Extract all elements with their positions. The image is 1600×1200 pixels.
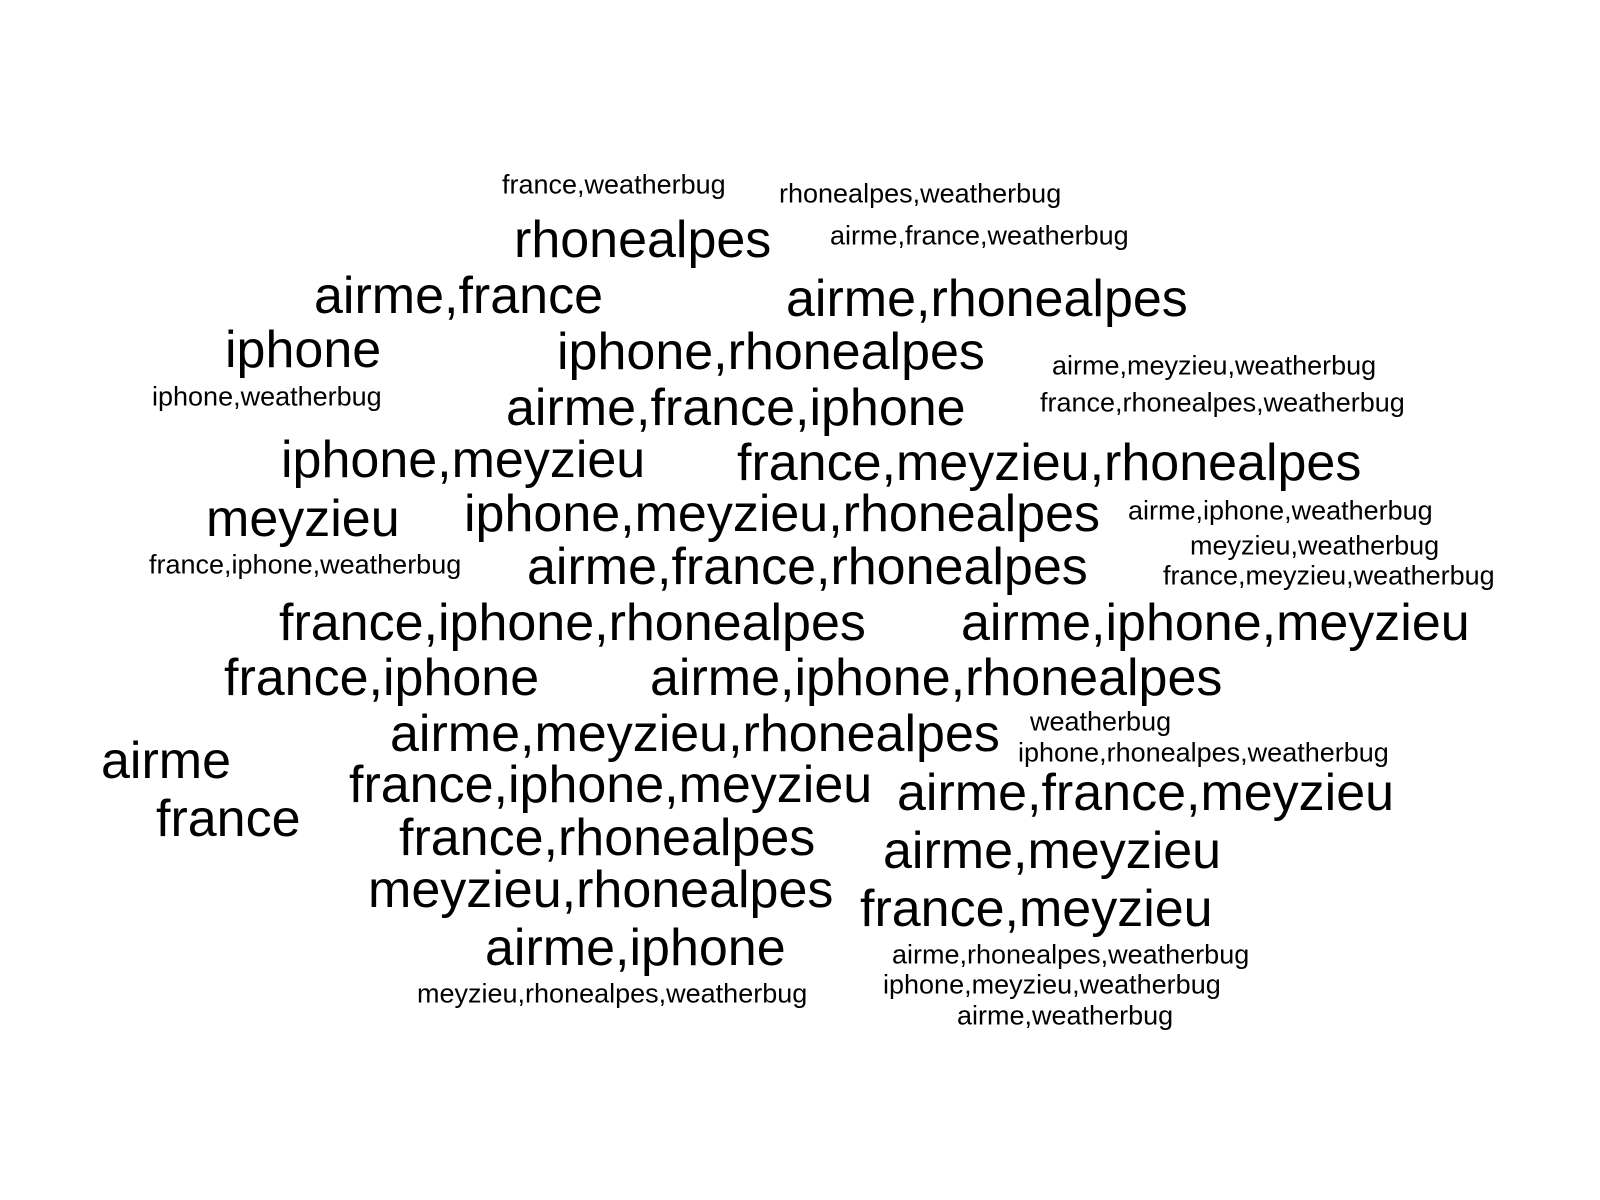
word: airme,iphone,meyzieu bbox=[961, 594, 1470, 652]
word: airme,france bbox=[314, 267, 603, 325]
word: meyzieu,rhonealpes bbox=[368, 861, 834, 919]
word: airme,france,weatherbug bbox=[830, 220, 1129, 251]
word: france,iphone,meyzieu bbox=[349, 756, 873, 814]
word: meyzieu,weatherbug bbox=[1190, 530, 1440, 561]
word: airme,france,meyzieu bbox=[897, 764, 1395, 822]
word: airme,rhonealpes bbox=[786, 270, 1188, 328]
word: france,iphone bbox=[224, 649, 540, 707]
word: rhonealpes,weatherbug bbox=[779, 178, 1062, 209]
word: france,rhonealpes bbox=[399, 809, 816, 867]
word: france,iphone,weatherbug bbox=[149, 549, 462, 580]
word: iphone,meyzieu,weatherbug bbox=[883, 969, 1221, 1000]
word: meyzieu,rhonealpes,weatherbug bbox=[417, 978, 808, 1009]
word: iphone,rhonealpes bbox=[557, 323, 985, 381]
word: france bbox=[156, 790, 301, 848]
word: airme,meyzieu,rhonealpes bbox=[390, 705, 1000, 763]
word: airme,weatherbug bbox=[957, 1000, 1174, 1031]
word: airme,meyzieu bbox=[883, 822, 1222, 880]
word: france,meyzieu,rhonealpes bbox=[737, 434, 1362, 492]
word: airme,iphone,weatherbug bbox=[1128, 495, 1433, 526]
word: iphone,meyzieu bbox=[281, 431, 646, 489]
word: iphone bbox=[225, 321, 382, 379]
word: france,meyzieu bbox=[860, 880, 1213, 938]
word: france,iphone,rhonealpes bbox=[279, 594, 866, 652]
word: meyzieu bbox=[206, 490, 400, 548]
word: airme,rhonealpes,weatherbug bbox=[892, 939, 1250, 970]
word: airme,iphone bbox=[485, 919, 786, 977]
word: france,meyzieu,weatherbug bbox=[1163, 560, 1495, 591]
word: airme,iphone,rhonealpes bbox=[650, 649, 1223, 707]
word: airme,france,rhonealpes bbox=[527, 538, 1088, 596]
word: airme,meyzieu,weatherbug bbox=[1052, 350, 1377, 381]
word: weatherbug bbox=[1030, 706, 1172, 737]
word: airme bbox=[101, 732, 232, 790]
word: iphone,weatherbug bbox=[152, 381, 382, 412]
word: france,weatherbug bbox=[502, 169, 726, 200]
word: rhonealpes bbox=[514, 211, 772, 269]
word: airme,france,iphone bbox=[506, 379, 966, 437]
word: iphone,rhonealpes,weatherbug bbox=[1018, 737, 1389, 768]
word: iphone,meyzieu,rhonealpes bbox=[464, 485, 1100, 543]
word: france,rhonealpes,weatherbug bbox=[1040, 387, 1405, 418]
